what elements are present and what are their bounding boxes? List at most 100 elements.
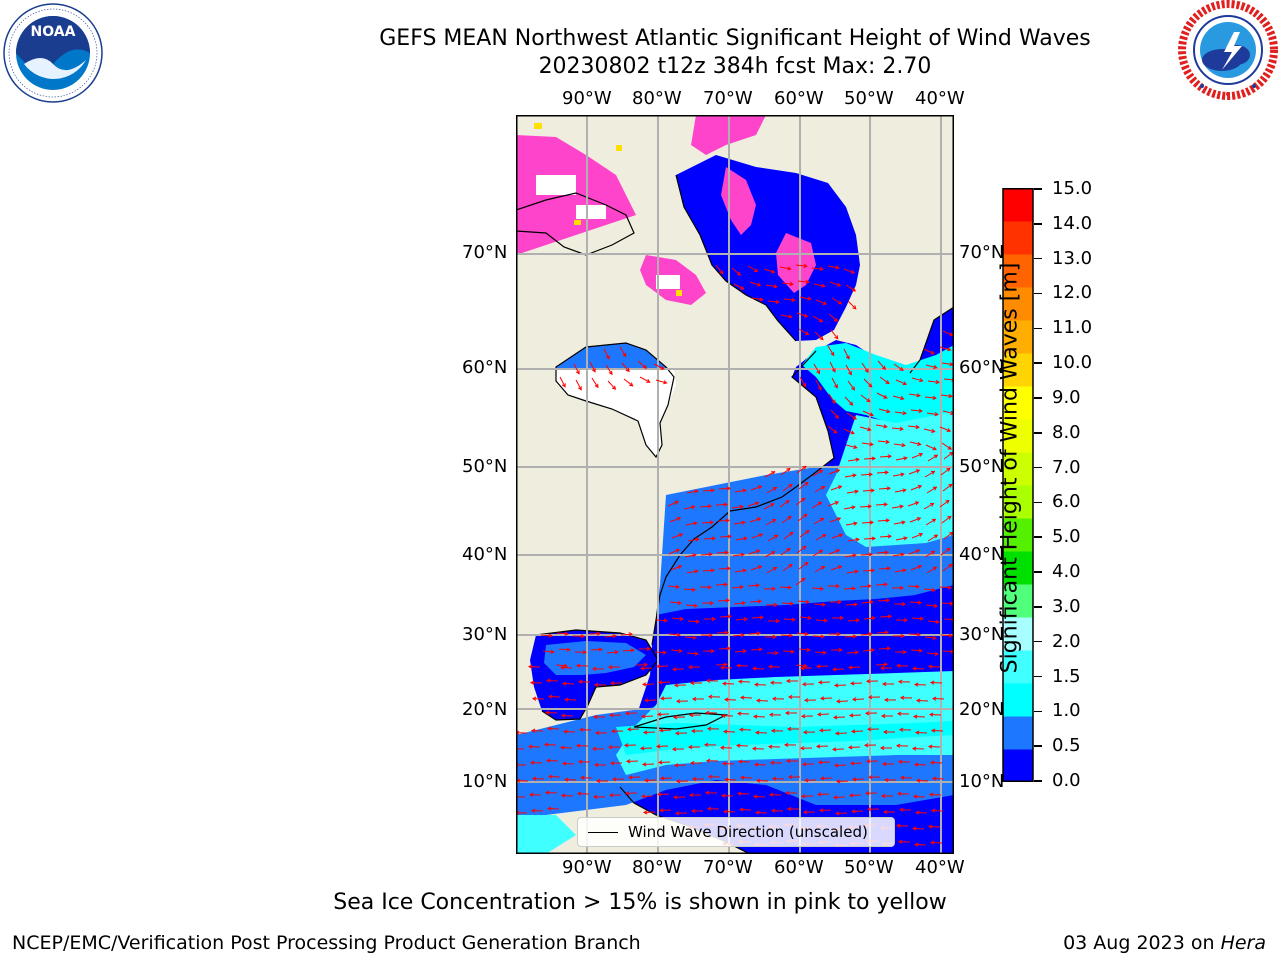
wave-direction-arrow: [722, 683, 735, 685]
wave-direction-arrowhead: [946, 547, 951, 552]
wave-direction-arrowhead: [851, 287, 857, 292]
wave-direction-arrowhead: [915, 698, 921, 703]
wave-direction-arrowhead: [881, 365, 886, 370]
wave-direction-arrow: [926, 412, 938, 416]
wave-direction-arrowhead: [743, 617, 748, 622]
wave-direction-arrowhead: [690, 728, 696, 734]
wave-direction-arrow: [830, 485, 842, 491]
wave-direction-arrowhead: [709, 600, 715, 606]
wave-direction-arrowhead: [769, 760, 775, 765]
wave-direction-arrowhead: [693, 521, 698, 526]
wave-direction-arrowhead: [854, 489, 859, 494]
wave-direction-arrow: [908, 633, 921, 636]
wave-direction-arrow: [910, 409, 922, 412]
wave-direction-arrowhead: [639, 666, 645, 671]
wave-direction-arrow: [545, 792, 558, 794]
wave-direction-arrowhead: [721, 681, 727, 686]
wave-direction-arrowhead: [851, 386, 856, 391]
wave-direction-arrowhead: [899, 695, 905, 700]
colorbar-tick-mark: [1034, 606, 1042, 608]
wave-direction-arrowhead: [770, 728, 776, 733]
wave-direction-arrowhead: [754, 730, 760, 735]
wave-direction-arrow: [738, 681, 751, 683]
wave-direction-arrowhead: [851, 697, 857, 702]
wave-direction-arrowhead: [592, 714, 598, 720]
wave-direction-arrowhead: [837, 300, 843, 305]
wave-direction-arrowhead: [853, 521, 858, 526]
wave-direction-arrowhead: [855, 618, 861, 623]
wave-direction-arrowhead: [673, 763, 679, 768]
wave-direction-arrowhead: [879, 745, 885, 751]
wave-direction-arrow: [732, 634, 744, 637]
wave-direction-arrowhead: [885, 598, 891, 603]
wave-direction-arrow: [604, 635, 616, 638]
wave-direction-arrowhead: [801, 762, 807, 767]
wave-direction-arrow: [852, 698, 865, 700]
wave-direction-arrow: [924, 396, 936, 399]
wave-direction-arrow: [795, 577, 806, 586]
wave-direction-arrowhead: [946, 467, 951, 472]
wave-direction-arrowhead: [676, 632, 681, 637]
wave-direction-arrowhead: [643, 778, 649, 783]
wave-direction-arrowhead: [752, 794, 758, 799]
wave-direction-arrowhead: [564, 631, 570, 636]
wave-direction-arrowhead: [674, 500, 680, 505]
wave-direction-arrow: [848, 746, 861, 748]
wave-direction-arrow: [747, 502, 759, 507]
wave-direction-arrowhead: [818, 318, 824, 323]
wave-direction-arrowhead: [853, 444, 858, 449]
wave-direction-arrowhead: [886, 409, 891, 414]
wave-direction-arrowhead: [758, 533, 764, 538]
wave-direction-arrowhead: [598, 647, 604, 652]
wave-direction-arrow: [782, 484, 793, 492]
wave-direction-arrow: [546, 680, 559, 682]
wave-direction-arrow: [924, 636, 936, 639]
wave-direction-arrow: [861, 601, 873, 604]
wave-direction-arrowhead: [726, 566, 732, 571]
wave-direction-arrow: [619, 346, 627, 357]
wave-direction-arrowhead: [706, 806, 712, 811]
wave-direction-arrow: [815, 379, 822, 391]
colorbar-tick-label: 9.0: [1052, 386, 1081, 408]
wave-direction-arrowhead: [865, 679, 871, 684]
lat-label-right: 50°N: [959, 456, 1005, 477]
wave-direction-arrow: [817, 713, 830, 715]
wave-direction-arrowhead: [912, 714, 918, 719]
wave-direction-arrowhead: [736, 271, 742, 276]
wave-direction-arrowhead: [593, 762, 599, 768]
wave-direction-arrow: [875, 663, 888, 666]
wave-direction-arrowhead: [545, 678, 551, 683]
wave-direction-arrowhead: [900, 633, 906, 639]
wave-direction-arrowhead: [546, 726, 552, 731]
colorbar-tick-mark: [1034, 536, 1042, 538]
wave-direction-arrow: [735, 618, 747, 621]
wave-direction-arrowhead: [755, 583, 761, 588]
wave-direction-arrowhead: [806, 647, 811, 652]
wave-direction-arrowhead: [655, 664, 661, 669]
wave-direction-arrowhead: [785, 758, 791, 764]
wave-direction-arrowhead: [737, 679, 743, 684]
wave-direction-arrowhead: [656, 792, 662, 797]
wave-direction-arrow: [607, 380, 616, 390]
wave-direction-arrow: [656, 745, 669, 747]
wave-direction-arrowhead: [917, 565, 923, 569]
wave-direction-arrowhead: [854, 569, 859, 574]
wave-direction-arrowhead: [722, 809, 728, 814]
wave-direction-arrow: [916, 780, 929, 782]
wave-direction-arrow: [683, 588, 696, 591]
wave-direction-arrowhead: [902, 488, 907, 493]
wave-direction-arrow: [715, 503, 728, 506]
wave-direction-arrowhead: [897, 759, 903, 764]
wave-direction-arrowhead: [803, 698, 809, 703]
wave-direction-arrow: [655, 379, 667, 384]
wave-direction-arrow: [756, 700, 769, 702]
wave-direction-arrow: [811, 587, 824, 590]
wave-direction-arrow: [564, 779, 577, 781]
wave-direction-arrow: [915, 812, 928, 814]
colorbar-bin: [1003, 617, 1033, 651]
wave-direction-arrowhead: [867, 584, 872, 589]
wave-direction-arrow: [686, 652, 699, 655]
wave-direction-arrowhead: [849, 401, 854, 406]
wave-direction-arrowhead: [742, 649, 747, 654]
wave-direction-arrow: [660, 697, 673, 699]
